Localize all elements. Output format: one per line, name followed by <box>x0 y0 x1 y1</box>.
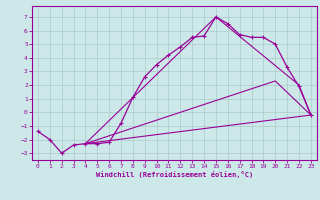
X-axis label: Windchill (Refroidissement éolien,°C): Windchill (Refroidissement éolien,°C) <box>96 171 253 178</box>
